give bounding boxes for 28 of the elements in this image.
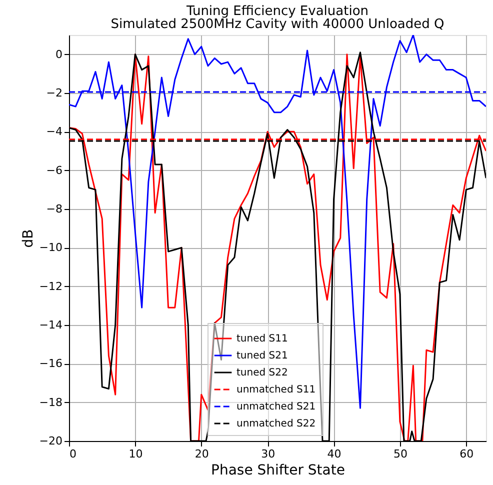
y-tick-label: −18 [39,396,62,409]
legend-label: unmatched S11 [236,384,316,396]
chart-subtitle: Simulated 2500MHz Cavity with 40000 Unloaded Q [110,17,444,32]
legend-label: unmatched S21 [236,402,316,412]
y-tick-label: −14 [39,318,62,332]
x-tick-label: 60 [460,448,474,460]
y-tick-label: −10 [39,241,62,254]
chart-title: Tuning Efficiency Evaluation [185,4,369,19]
legend-label: tuned S11 [236,334,288,344]
x-tick-label: 40 [327,448,342,460]
y-tick-label: −8 [46,202,62,216]
legend-label: tuned S22 [236,368,288,378]
y-tick-label: −20 [39,434,62,448]
y-tick-label: −6 [46,164,62,177]
y-tick-label: −4 [46,125,62,138]
y-tick-label: −16 [39,357,62,370]
x-tick-label: 20 [194,448,209,460]
legend-label: tuned S21 [236,350,288,362]
x-tick-label: 10 [128,448,143,460]
y-tick-label: −12 [39,280,62,293]
y-tick-label: 0 [56,48,62,61]
x-tick-label: 0 [70,448,76,460]
x-tick-label: 30 [261,448,276,460]
y-axis-title: dB [20,229,36,248]
y-tick-label: −2 [46,86,62,100]
legend-label: unmatched S22 [236,418,316,430]
x-axis-title: Phase Shifter State [211,462,345,478]
x-tick-label: 50 [393,448,408,460]
